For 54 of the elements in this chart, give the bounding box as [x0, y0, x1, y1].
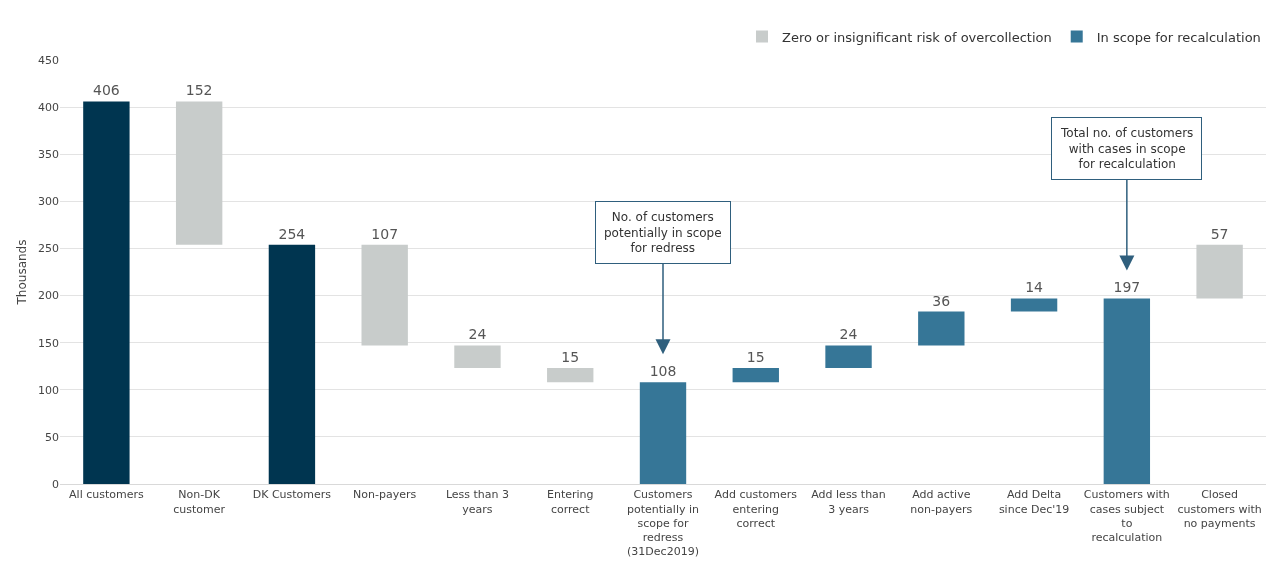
y-tick-label: 350 — [38, 148, 59, 162]
bar — [1196, 244, 1243, 299]
data-label: 15 — [561, 349, 580, 366]
annotation: No. of customers potentially in scope for redress — [604, 210, 722, 256]
data-label: 24 — [468, 326, 487, 343]
x-tick-label: Non-DK customer — [173, 488, 226, 516]
bar — [454, 345, 501, 369]
data-label: 36 — [932, 292, 951, 309]
data-label: 406 — [92, 82, 120, 99]
data-label: 254 — [278, 225, 306, 242]
y-tick-label: 200 — [38, 289, 59, 303]
y-tick-label: 50 — [45, 430, 59, 444]
x-tick-label: Customers potentially in scope for redress (31Dec2019) — [626, 488, 700, 559]
data-label: 107 — [371, 225, 399, 242]
data-label: 57 — [1210, 225, 1229, 242]
bar — [175, 101, 223, 245]
y-tick-label: 300 — [38, 195, 59, 209]
y-tick-label: 250 — [38, 242, 59, 256]
data-label: 152 — [185, 82, 213, 99]
bar — [83, 101, 130, 484]
data-label: 24 — [839, 326, 858, 343]
bar — [361, 244, 408, 346]
x-tick-label: Less than 3 years — [445, 488, 510, 516]
y-tick-label: 400 — [38, 100, 59, 114]
legend-label: Zero or insignificant risk of overcollection — [782, 29, 1052, 45]
y-tick-label: 450 — [38, 53, 59, 67]
legend-label: In scope for recalculation — [1096, 29, 1261, 45]
x-tick-label: Non-payers — [353, 488, 417, 502]
data-label: 197 — [1113, 279, 1141, 296]
bar — [918, 311, 965, 346]
bar — [825, 345, 872, 369]
annotation: Total no. of customers with cases in scope for recalculation — [1060, 126, 1194, 172]
data-label: 15 — [746, 349, 765, 366]
bar — [547, 368, 594, 383]
x-tick-label: Add Delta since Dec'19 — [998, 488, 1070, 516]
data-label: 14 — [1025, 279, 1044, 296]
bar — [268, 244, 316, 484]
y-tick-label: 150 — [38, 336, 59, 350]
x-tick-label: Add less than 3 years — [811, 488, 886, 516]
bar — [732, 368, 779, 383]
y-tick-label: 100 — [38, 383, 59, 397]
bar — [1010, 298, 1058, 312]
x-tick-label: Add active non-payers — [910, 488, 973, 516]
x-tick-label: Customers with cases subject to recalculation — [1083, 488, 1170, 545]
x-tick-label: Add customers entering correct — [714, 488, 798, 530]
x-tick-label: DK Customers — [252, 488, 332, 502]
y-axis-title: Thousands — [15, 239, 29, 306]
x-tick-label: Entering correct — [546, 488, 594, 516]
bar — [1103, 298, 1151, 484]
data-label: 108 — [649, 363, 677, 380]
y-tick-label: 0 — [52, 477, 59, 491]
bar — [639, 382, 687, 484]
x-tick-label: All customers — [69, 488, 144, 502]
x-tick-label: Closed customers with no payments — [1177, 488, 1262, 530]
